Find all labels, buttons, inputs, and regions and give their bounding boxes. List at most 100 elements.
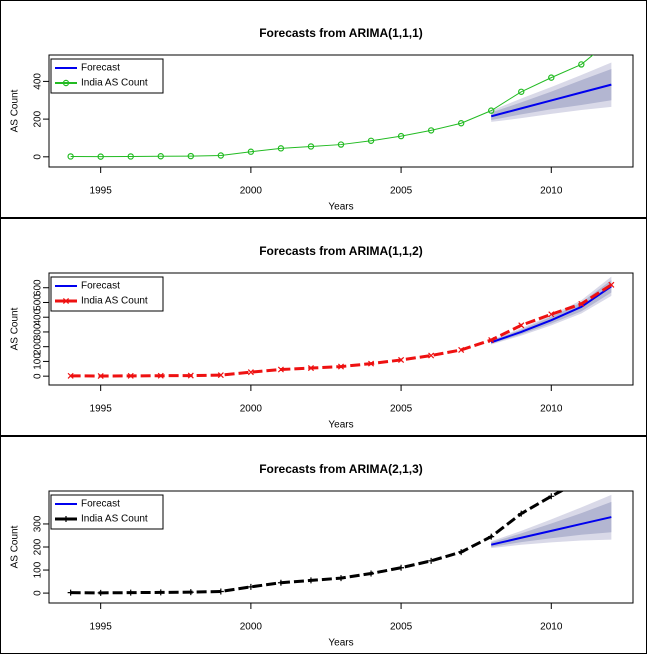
plot-area [67, 276, 615, 380]
point [428, 557, 435, 564]
point [67, 589, 74, 596]
point [157, 372, 164, 379]
point [127, 372, 134, 379]
point [428, 352, 435, 359]
point [247, 148, 255, 155]
point [157, 589, 164, 596]
point [277, 145, 285, 152]
point [307, 577, 314, 584]
legend-label: Forecast [81, 281, 120, 292]
point [548, 493, 555, 500]
point [247, 583, 254, 590]
x-tick-label: 1995 [90, 404, 113, 415]
point [187, 372, 194, 379]
y-axis-label: AS Count [10, 307, 21, 350]
y-tick-label: 0 [33, 373, 44, 379]
point [62, 297, 70, 305]
y-tick-label: 300 [33, 323, 44, 340]
y-tick-label: 100 [33, 561, 44, 578]
series-line [490, 83, 612, 118]
point [337, 141, 345, 148]
y-tick-label: 600 [33, 279, 44, 296]
point [217, 152, 225, 159]
point [398, 564, 405, 571]
point [338, 575, 344, 582]
point [488, 533, 495, 540]
point [277, 366, 284, 373]
point [518, 88, 525, 95]
x-tick-label: 1995 [90, 186, 113, 197]
point [518, 322, 525, 329]
x-tick-label: 2010 [540, 622, 563, 633]
x-tick-label: 2005 [390, 186, 413, 197]
point [548, 74, 555, 81]
x-tick-label: 2005 [390, 622, 413, 633]
point [518, 510, 525, 517]
y-tick-label: 200 [33, 110, 44, 127]
x-tick-label: 2010 [540, 404, 563, 415]
legend-label: Forecast [81, 499, 120, 510]
legend-label: Forecast [81, 63, 120, 74]
series-line [490, 516, 612, 546]
point [578, 300, 585, 307]
plot-area [67, 37, 614, 160]
y-tick-label: 400 [33, 73, 44, 90]
y-axis-label: AS Count [10, 89, 21, 132]
legend-box [50, 58, 164, 94]
chart-panel: Forecasts from ARIMA(1,1,2) Years AS Count… [0, 218, 647, 436]
interval-band [491, 280, 612, 344]
x-tick-label: 2000 [240, 622, 263, 633]
point [217, 372, 224, 379]
y-tick-label: 0 [33, 154, 44, 160]
point [578, 477, 584, 483]
point [397, 132, 405, 140]
plot-box [48, 54, 634, 168]
point [307, 143, 315, 150]
y-tick-label: 100 [33, 353, 44, 370]
point [368, 360, 375, 367]
y-tick-label: 200 [33, 338, 44, 355]
x-axis-label: Years [328, 202, 353, 213]
legend-box [50, 494, 164, 530]
x-tick-label: 2000 [240, 404, 263, 415]
x-tick-label: 2005 [390, 404, 413, 415]
legend-label: India AS Count [81, 78, 148, 89]
point [608, 281, 615, 288]
chart-panel: Forecasts from ARIMA(1,1,1) Years AS Count… [0, 0, 647, 218]
point [608, 447, 614, 453]
x-axis-label: Years [328, 420, 353, 431]
point [488, 337, 495, 344]
point [247, 369, 254, 376]
point [187, 589, 194, 596]
interval-band [491, 501, 612, 547]
chart-title: Forecasts from ARIMA(1,1,2) [259, 244, 423, 258]
point [458, 549, 465, 556]
point [127, 589, 134, 596]
point [307, 365, 314, 372]
point [127, 153, 134, 160]
point [97, 153, 104, 160]
x-tick-label: 2000 [240, 186, 263, 197]
point [368, 570, 375, 577]
point [67, 153, 74, 160]
point [578, 61, 585, 68]
point [458, 346, 465, 353]
plot-area [67, 447, 614, 596]
x-tick-label: 2010 [540, 186, 563, 197]
y-tick-label: 300 [33, 515, 44, 532]
point [337, 363, 345, 370]
point [217, 588, 224, 595]
point [457, 120, 465, 127]
legend-box [50, 276, 164, 312]
point [277, 579, 284, 586]
y-tick-label: 0 [33, 590, 44, 596]
point [367, 137, 375, 144]
point [609, 37, 614, 42]
point [67, 372, 74, 379]
chart-panel: Forecasts from ARIMA(2,1,3) Years AS Count… [0, 436, 647, 654]
legend-label: India AS Count [81, 296, 148, 307]
y-tick-label: 200 [33, 538, 44, 555]
y-tick-label: 400 [33, 308, 44, 325]
